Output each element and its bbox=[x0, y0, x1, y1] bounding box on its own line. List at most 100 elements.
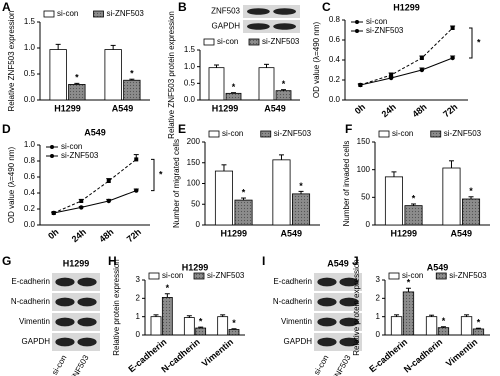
point bbox=[134, 188, 139, 193]
y-axis-label: Number of invaded cells bbox=[342, 141, 351, 227]
y-tick-label: 0.4 bbox=[24, 188, 36, 197]
bar bbox=[460, 316, 473, 336]
point bbox=[450, 26, 455, 30]
x-tick-label: H1299 bbox=[220, 228, 247, 238]
legend-swatch bbox=[203, 38, 215, 46]
blot-background bbox=[52, 333, 100, 351]
y-tick-label: 0.6 bbox=[24, 172, 36, 181]
panel-letter: H bbox=[108, 254, 117, 268]
legend-swatch bbox=[260, 130, 272, 138]
blot-band bbox=[55, 337, 75, 347]
line bbox=[360, 57, 453, 86]
line bbox=[53, 159, 137, 214]
y-tick-label: 3 bbox=[376, 275, 381, 284]
x-tick-label: Vimentin bbox=[444, 337, 479, 369]
bar bbox=[208, 67, 225, 101]
significance-mark: * bbox=[159, 169, 163, 179]
bar bbox=[258, 67, 275, 101]
point bbox=[450, 55, 455, 61]
y-tick-label: 0.8 bbox=[329, 15, 341, 24]
point bbox=[79, 205, 84, 210]
legend-swatch bbox=[93, 10, 104, 18]
blot-background bbox=[52, 293, 100, 311]
y-axis-label: OD value (λ=490 nm) bbox=[7, 147, 16, 224]
blot-band bbox=[77, 277, 97, 287]
bar bbox=[234, 199, 253, 226]
y-tick-label: 100 bbox=[357, 165, 371, 174]
bar bbox=[195, 327, 207, 336]
bar bbox=[217, 316, 229, 336]
bar bbox=[390, 316, 403, 336]
legend-marker bbox=[50, 154, 54, 158]
bar bbox=[214, 170, 234, 226]
legend-label: si-con bbox=[162, 271, 183, 280]
legend-label: si-ZNF503 bbox=[107, 9, 145, 18]
y-tick-label: 1.5 bbox=[184, 45, 196, 54]
y-tick-label: 0.2 bbox=[329, 75, 341, 84]
blot-column-label: si-con bbox=[50, 354, 68, 376]
blot-row-label: N-cadherin bbox=[273, 297, 312, 306]
x-tick-label: H1299 bbox=[212, 103, 239, 113]
x-tick-label: A549 bbox=[450, 228, 472, 238]
x-tick-label: 24h bbox=[380, 102, 398, 120]
legend-label: si-ZNF503 bbox=[274, 129, 312, 138]
blot-background bbox=[314, 313, 362, 331]
y-tick-label: 0.5 bbox=[184, 78, 196, 87]
y-axis-label: Relative protein expression bbox=[112, 259, 121, 356]
bar bbox=[123, 79, 141, 101]
y-tick-label: 0.0 bbox=[329, 95, 341, 104]
blot-row-label: E-cadherin bbox=[11, 277, 50, 286]
point bbox=[419, 56, 424, 60]
legend-marker bbox=[50, 145, 54, 149]
bar bbox=[384, 176, 404, 226]
y-tick-label: 0.0 bbox=[24, 95, 36, 104]
significance-mark: * bbox=[166, 283, 170, 293]
significance-bracket bbox=[469, 27, 473, 59]
blot-band bbox=[273, 8, 297, 15]
y-tick-label: 1 bbox=[376, 312, 381, 321]
significance-mark: * bbox=[232, 318, 236, 328]
blot-band bbox=[55, 317, 75, 327]
chart-title: H1299 bbox=[182, 262, 209, 272]
blot-column-label: si-ZNF503 bbox=[64, 353, 91, 376]
bar bbox=[183, 317, 195, 336]
panel-letter: G bbox=[2, 254, 11, 268]
legend-swatch bbox=[193, 272, 205, 280]
y-tick-label: 0.0 bbox=[184, 95, 196, 104]
x-tick-label: A549 bbox=[264, 103, 286, 113]
blot-band bbox=[339, 277, 359, 287]
bar bbox=[161, 297, 173, 336]
blot-background bbox=[52, 273, 100, 291]
x-tick-label: N-cadherin bbox=[402, 337, 444, 375]
y-tick-label: 3 bbox=[136, 275, 141, 284]
significance-mark: * bbox=[232, 82, 236, 92]
blot-band bbox=[317, 297, 337, 307]
panel-letter: I bbox=[262, 254, 265, 268]
blot-band bbox=[273, 23, 297, 30]
legend-swatch bbox=[43, 10, 55, 18]
bar bbox=[225, 92, 242, 101]
blot-background bbox=[314, 333, 362, 351]
y-axis-label: Relative protein expression bbox=[352, 259, 361, 356]
point bbox=[106, 179, 111, 183]
legend-label: si-ZNF503 bbox=[207, 271, 245, 280]
legend-label: si-con bbox=[366, 17, 387, 26]
y-tick-label: 2 bbox=[136, 293, 141, 302]
significance-mark: * bbox=[282, 79, 286, 89]
legend-label: si-con bbox=[392, 129, 413, 138]
legend-label: si-ZNF503 bbox=[449, 271, 487, 280]
panel-letter: F bbox=[345, 122, 352, 136]
y-tick-label: 0 bbox=[366, 220, 371, 229]
legend-label: si-ZNF503 bbox=[262, 37, 300, 46]
legend-swatch bbox=[148, 272, 160, 280]
line bbox=[360, 27, 453, 86]
blot-row-label: N-cadherin bbox=[11, 297, 50, 306]
y-tick-label: 0.0 bbox=[24, 220, 36, 229]
blot-row-label: ZNF503 bbox=[211, 7, 240, 16]
y-tick-label: 1 bbox=[136, 312, 141, 321]
x-tick-label: Vimentin bbox=[200, 337, 235, 369]
y-tick-label: 0.4 bbox=[329, 55, 341, 64]
legend-label: si-con bbox=[402, 271, 423, 280]
bar bbox=[275, 90, 292, 101]
bar bbox=[472, 328, 485, 336]
